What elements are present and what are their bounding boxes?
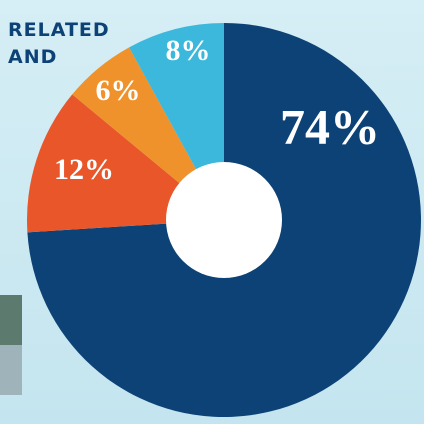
value-label: 74% (280, 98, 380, 154)
value-label: 8% (166, 34, 211, 67)
value-label: 12% (54, 153, 114, 186)
header-text: RELATED (8, 19, 110, 41)
value-label: 6% (96, 74, 141, 107)
header-text: AND (8, 46, 57, 68)
chart: RELATED AND 74% 12% 6% 8% (0, 0, 424, 424)
page: {"chart_data": {"type": "donut", "texts"… (0, 0, 424, 424)
donut-hole (166, 162, 282, 278)
photo-fragment-water (0, 345, 22, 395)
